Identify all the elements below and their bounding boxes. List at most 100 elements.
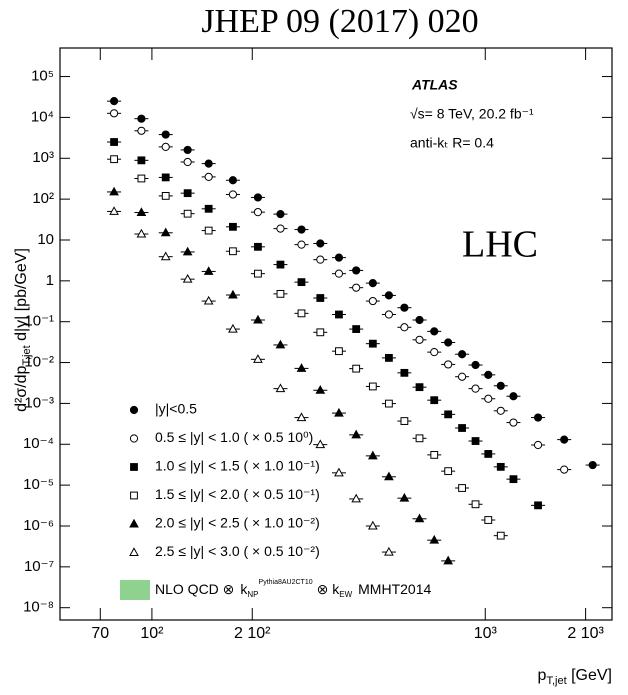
- marker: [110, 155, 118, 164]
- marker: [254, 242, 262, 251]
- series: [107, 155, 508, 540]
- marker: [533, 440, 543, 450]
- marker: [334, 269, 344, 278]
- marker: [457, 350, 467, 359]
- marker: [430, 396, 439, 405]
- marker: [334, 407, 344, 417]
- marker: [444, 410, 453, 419]
- marker: [204, 159, 213, 168]
- marker: [471, 360, 480, 370]
- marker: [183, 145, 192, 155]
- marker: [137, 156, 146, 165]
- marker: [335, 347, 343, 356]
- marker: [253, 193, 263, 202]
- jet-label: anti-kₜ R= 0.4: [410, 135, 494, 151]
- x-tick-label: 70: [91, 625, 109, 642]
- marker: [509, 418, 518, 427]
- x-label-rest: [GeV]: [567, 667, 612, 684]
- marker: [444, 467, 453, 476]
- marker: [400, 417, 409, 425]
- marker: [297, 309, 306, 318]
- marker: [384, 291, 394, 300]
- marker: [316, 294, 325, 302]
- marker: [415, 434, 424, 443]
- experiment-label: ATLAS: [411, 77, 458, 93]
- marker: [367, 520, 378, 530]
- marker: [496, 381, 505, 390]
- marker: [496, 531, 505, 540]
- marker: [400, 323, 409, 332]
- theory-k2-sub: EW: [339, 590, 352, 599]
- series: [107, 97, 600, 470]
- marker: [228, 289, 238, 299]
- marker: [229, 247, 237, 256]
- x-tick-label: 2 10³: [567, 625, 604, 642]
- theory-label: NLO QCD ⊗ kNPPythia8AU2CT10 ⊗ kEW MMHT2014: [155, 579, 431, 599]
- marker: [471, 500, 480, 509]
- marker: [400, 368, 409, 377]
- marker: [161, 142, 170, 151]
- marker: [182, 246, 193, 256]
- marker: [160, 227, 171, 237]
- marker: [352, 364, 361, 373]
- marker: [136, 228, 147, 238]
- marker: [533, 413, 543, 422]
- y-label-sub: T,jet: [21, 345, 33, 365]
- marker: [275, 383, 286, 393]
- marker: [430, 450, 439, 459]
- marker: [182, 273, 193, 283]
- marker: [297, 225, 306, 234]
- marker: [429, 534, 440, 544]
- x-label-main: p: [538, 667, 547, 684]
- theory-k1-sup: Pythia8AU2CT10: [259, 579, 313, 586]
- marker: [297, 240, 306, 249]
- marker: [109, 97, 119, 106]
- marker: [367, 450, 378, 460]
- legend-marker: [130, 491, 138, 500]
- marker: [204, 226, 213, 235]
- marker: [399, 492, 410, 502]
- marker: [335, 310, 343, 319]
- marker: [351, 493, 362, 503]
- watermark: LHC: [462, 224, 538, 266]
- marker: [161, 191, 170, 200]
- marker: [400, 303, 409, 312]
- series: [107, 138, 546, 510]
- marker: [385, 354, 393, 362]
- marker: [384, 310, 394, 319]
- theory-pdf: MMHT2014: [358, 581, 431, 597]
- marker: [110, 138, 118, 146]
- marker: [253, 208, 263, 217]
- marker: [137, 126, 146, 135]
- marker: [534, 501, 542, 510]
- marker: [496, 462, 505, 471]
- y-tick-label: 10⁻⁷: [24, 558, 54, 575]
- theory-legend: NLO QCD ⊗ kNPPythia8AU2CT10 ⊗ kEW MMHT2014: [120, 579, 431, 600]
- legend-label: 0.5 ≤ |y| < 1.0 ( × 0.5 10⁰): [155, 429, 313, 445]
- marker: [384, 546, 394, 556]
- x-tick-label: 10³: [474, 625, 498, 642]
- marker: [368, 339, 377, 348]
- marker: [109, 206, 119, 215]
- y-tick-label: 10³: [32, 149, 54, 166]
- marker: [458, 484, 466, 492]
- marker: [496, 406, 505, 415]
- theory-k1-sub: NP: [247, 590, 258, 599]
- marker: [430, 348, 439, 357]
- marker: [204, 172, 213, 182]
- y-tick-label: 10⁴: [31, 108, 54, 125]
- y-tick-label: 10⁻⁵: [23, 476, 54, 493]
- y-axis-label: d²σ/dpT,jet d|y| [pb/GeV]: [13, 248, 33, 412]
- x-tick-label: 2 10²: [234, 625, 271, 642]
- marker: [509, 392, 518, 401]
- marker: [484, 370, 493, 379]
- marker: [296, 363, 307, 372]
- marker: [297, 278, 306, 287]
- marker: [351, 429, 362, 439]
- y-tick-label: 10: [37, 231, 54, 248]
- marker: [414, 513, 425, 523]
- marker: [316, 239, 325, 248]
- legend-marker: [130, 463, 138, 471]
- marker: [385, 399, 393, 408]
